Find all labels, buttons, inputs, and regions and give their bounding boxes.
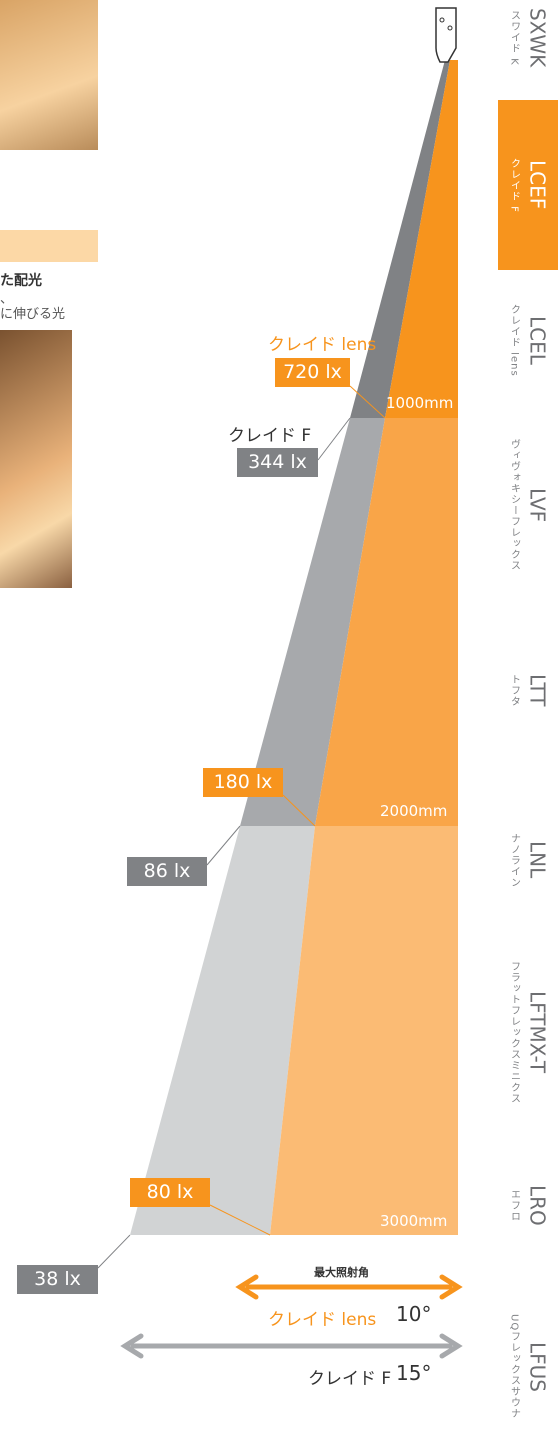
nav-name: エフロ: [508, 1188, 520, 1222]
nav-code: LNL: [525, 841, 550, 879]
nav-name: クレイド F: [508, 157, 520, 213]
distance-label: 2000mm: [380, 802, 448, 820]
nav-item[interactable]: トフタ LTT: [498, 610, 558, 770]
nav-name: ナノライン: [508, 832, 520, 888]
fixture: [439, 17, 445, 23]
lux-label: 38 lx: [17, 1265, 98, 1294]
photo: [0, 330, 72, 588]
beam-diagram: [97, 7, 463, 1359]
lux-label: 180 lx: [203, 768, 283, 797]
lens-label: クレイド lens: [268, 335, 377, 355]
text: 、: [0, 292, 14, 307]
text: に伸びる光: [0, 307, 66, 322]
fixture: [447, 25, 453, 31]
f-beam: [240, 418, 385, 826]
leader: [206, 825, 241, 866]
lux-label: 720 lx: [275, 358, 350, 387]
nav-code: LRO: [525, 1184, 550, 1226]
f-angle-arrow: [120, 1333, 463, 1359]
lens-label: クレイド lens: [268, 1310, 377, 1330]
f-label: クレイド F: [228, 426, 312, 446]
leader: [97, 1234, 131, 1269]
angle-title: 最大照射角: [314, 1266, 369, 1279]
nav-code: LFTMX-T: [525, 991, 550, 1074]
photo: [0, 0, 98, 150]
angle-value: 10°: [396, 1302, 432, 1326]
nav-name: トフタ: [508, 673, 520, 707]
lux-label: 86 lx: [127, 857, 207, 886]
nav-item[interactable]: クレイド lens LCEL: [498, 275, 558, 405]
nav-code: LFUS: [525, 1341, 550, 1392]
leader: [209, 1204, 271, 1236]
nav-name: クレイド lens: [508, 303, 520, 377]
lens-beam: [270, 826, 458, 1235]
nav-code: SXWK: [525, 7, 550, 68]
nav-item[interactable]: ヴィヴォキシーフレックス LVF: [498, 410, 558, 600]
lens-beam: [315, 418, 458, 826]
nav-name: ヴィヴォキシーフレックス: [508, 439, 520, 571]
nav-item[interactable]: フラットフレックスミニクス LFTMX-T: [498, 945, 558, 1120]
lux-label: 344 lx: [237, 448, 318, 477]
leader: [282, 794, 316, 827]
distance-label: 3000mm: [380, 1212, 448, 1230]
nav-name: フラットフレックスミニクス: [508, 961, 520, 1104]
fixture: [435, 7, 457, 63]
f-label: クレイド F: [308, 1369, 392, 1389]
f-beam: [130, 826, 315, 1235]
f-beam: [350, 60, 450, 418]
lens-beam: [385, 60, 458, 418]
nav-item[interactable]: スワイド K SXWK: [498, 0, 558, 95]
nav-name: UQフレックスサウナ: [508, 1313, 520, 1420]
band: [0, 230, 98, 262]
nav-item[interactable]: UQフレックスサウナ LFUS: [498, 1290, 558, 1443]
nav-code: LCEL: [525, 315, 550, 365]
distance-label: 1000mm: [386, 394, 454, 412]
lux-label: 80 lx: [130, 1178, 210, 1207]
angle-value: 15°: [396, 1361, 432, 1385]
nav-item[interactable]: エフロ LRO: [498, 1130, 558, 1280]
nav-code: LVF: [525, 487, 550, 523]
nav-code: LTT: [525, 673, 550, 707]
lens-angle-arrow: [235, 1274, 463, 1300]
heading: た配光: [0, 273, 42, 289]
nav-name: スワイド K: [508, 9, 520, 66]
leader: [317, 417, 351, 461]
nav-item[interactable]: ナノライン LNL: [498, 780, 558, 940]
leader: [349, 385, 386, 419]
nav-item[interactable]: クレイド F LCEF: [498, 100, 558, 270]
nav-code: LCEF: [525, 160, 550, 210]
